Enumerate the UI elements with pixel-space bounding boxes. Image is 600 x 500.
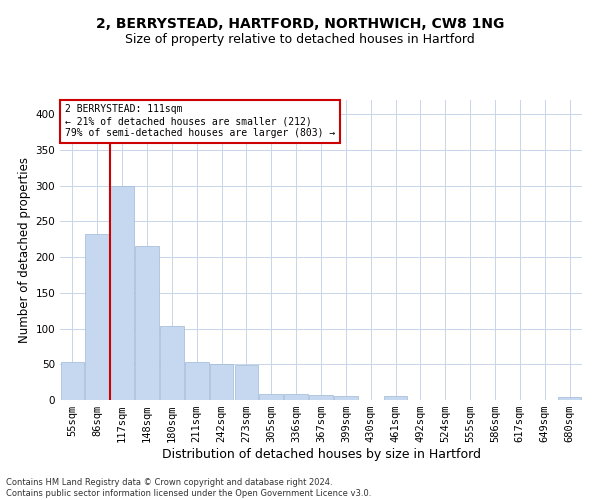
Bar — [85, 234, 109, 400]
Bar — [284, 394, 308, 400]
Bar — [135, 246, 159, 400]
Bar — [160, 326, 184, 400]
Text: Size of property relative to detached houses in Hartford: Size of property relative to detached ho… — [125, 32, 475, 46]
Text: Contains HM Land Registry data © Crown copyright and database right 2024.
Contai: Contains HM Land Registry data © Crown c… — [6, 478, 371, 498]
X-axis label: Distribution of detached houses by size in Hartford: Distribution of detached houses by size … — [161, 448, 481, 461]
Bar — [334, 396, 358, 400]
Bar — [235, 365, 258, 400]
Text: 2, BERRYSTEAD, HARTFORD, NORTHWICH, CW8 1NG: 2, BERRYSTEAD, HARTFORD, NORTHWICH, CW8 … — [96, 18, 504, 32]
Bar — [210, 364, 233, 400]
Bar — [309, 395, 333, 400]
Bar — [185, 362, 209, 400]
Y-axis label: Number of detached properties: Number of detached properties — [18, 157, 31, 343]
Bar — [384, 396, 407, 400]
Bar — [110, 186, 134, 400]
Bar — [61, 362, 84, 400]
Text: 2 BERRYSTEAD: 111sqm
← 21% of detached houses are smaller (212)
79% of semi-deta: 2 BERRYSTEAD: 111sqm ← 21% of detached h… — [65, 104, 335, 138]
Bar — [259, 394, 283, 400]
Bar — [558, 397, 581, 400]
